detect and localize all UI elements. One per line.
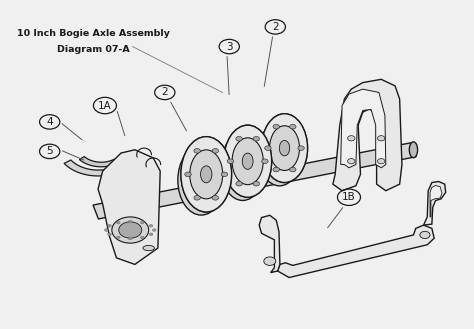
Circle shape <box>112 217 149 243</box>
Circle shape <box>117 236 120 239</box>
Ellipse shape <box>143 245 155 251</box>
Circle shape <box>119 222 142 238</box>
Circle shape <box>128 220 132 223</box>
Text: 3: 3 <box>226 41 233 52</box>
Text: 5: 5 <box>46 146 53 156</box>
Circle shape <box>290 167 296 172</box>
Circle shape <box>253 181 260 186</box>
Polygon shape <box>64 160 125 176</box>
Circle shape <box>347 136 355 141</box>
Circle shape <box>128 237 132 240</box>
Circle shape <box>117 221 120 224</box>
Circle shape <box>108 224 111 227</box>
Circle shape <box>236 137 242 141</box>
Ellipse shape <box>181 137 232 212</box>
Polygon shape <box>98 150 160 265</box>
Text: 4: 4 <box>46 117 53 127</box>
Circle shape <box>347 159 355 164</box>
Polygon shape <box>259 215 280 273</box>
Circle shape <box>262 159 268 164</box>
Circle shape <box>236 181 242 186</box>
Circle shape <box>108 233 111 236</box>
Text: 2: 2 <box>162 88 168 97</box>
Polygon shape <box>93 143 416 219</box>
Ellipse shape <box>258 122 301 186</box>
Polygon shape <box>430 186 442 217</box>
Ellipse shape <box>201 166 212 183</box>
Circle shape <box>377 136 385 141</box>
Circle shape <box>149 224 153 227</box>
Ellipse shape <box>224 125 272 197</box>
Ellipse shape <box>279 140 290 156</box>
Circle shape <box>140 236 144 239</box>
Circle shape <box>194 148 201 153</box>
Circle shape <box>194 195 201 200</box>
Circle shape <box>104 229 108 231</box>
Ellipse shape <box>410 142 418 158</box>
Ellipse shape <box>232 138 263 185</box>
Text: 1A: 1A <box>98 101 112 111</box>
Ellipse shape <box>190 150 223 199</box>
Circle shape <box>140 221 144 224</box>
Circle shape <box>273 124 280 129</box>
Text: 10 Inch Bogie Axle Assembly: 10 Inch Bogie Axle Assembly <box>17 29 170 38</box>
Polygon shape <box>424 182 446 225</box>
Circle shape <box>212 148 219 153</box>
Polygon shape <box>341 89 386 168</box>
Text: Diagram 07-A: Diagram 07-A <box>57 45 130 54</box>
Ellipse shape <box>242 153 253 169</box>
Ellipse shape <box>224 125 272 197</box>
Circle shape <box>420 231 430 239</box>
Circle shape <box>152 229 156 231</box>
Circle shape <box>227 159 234 164</box>
Ellipse shape <box>270 126 300 170</box>
Circle shape <box>221 172 228 177</box>
Circle shape <box>377 159 385 164</box>
Polygon shape <box>79 157 118 167</box>
Polygon shape <box>278 225 434 278</box>
Text: 2: 2 <box>272 22 279 32</box>
Circle shape <box>273 167 280 172</box>
Text: 1B: 1B <box>342 192 356 202</box>
Ellipse shape <box>178 145 225 215</box>
Ellipse shape <box>262 114 308 183</box>
Circle shape <box>253 137 260 141</box>
Circle shape <box>264 257 276 266</box>
Circle shape <box>264 146 271 150</box>
Polygon shape <box>333 79 402 191</box>
Circle shape <box>212 195 219 200</box>
Ellipse shape <box>220 134 265 200</box>
Circle shape <box>290 124 296 129</box>
Ellipse shape <box>181 137 232 212</box>
Circle shape <box>298 146 304 150</box>
Circle shape <box>185 172 191 177</box>
Circle shape <box>149 233 153 236</box>
Ellipse shape <box>262 114 308 183</box>
